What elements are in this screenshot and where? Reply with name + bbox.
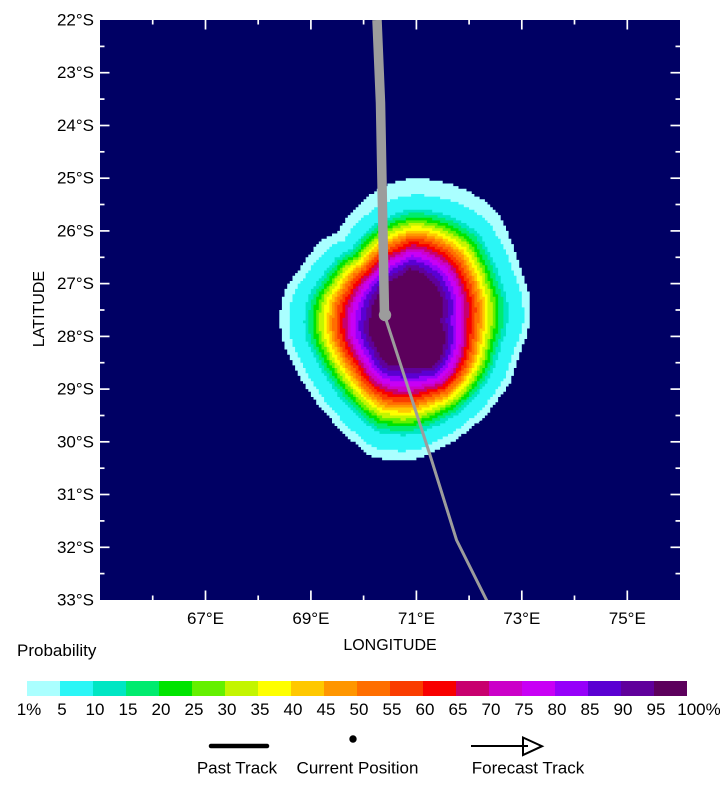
svg-text:50: 50 <box>350 700 369 719</box>
svg-text:73°E: 73°E <box>503 609 540 628</box>
svg-text:15: 15 <box>119 700 138 719</box>
svg-text:65: 65 <box>449 700 468 719</box>
svg-text:20: 20 <box>152 700 171 719</box>
svg-text:26°S: 26°S <box>57 221 94 240</box>
svg-text:30: 30 <box>218 700 237 719</box>
svg-text:28°S: 28°S <box>57 327 94 346</box>
svg-text:25: 25 <box>185 700 204 719</box>
svg-text:100%: 100% <box>677 700 720 719</box>
svg-text:Past Track: Past Track <box>197 759 278 778</box>
svg-text:71°E: 71°E <box>398 609 435 628</box>
svg-text:60: 60 <box>416 700 435 719</box>
svg-text:33°S: 33°S <box>57 591 94 610</box>
svg-text:95: 95 <box>647 700 666 719</box>
svg-text:25°S: 25°S <box>57 169 94 188</box>
svg-text:85: 85 <box>581 700 600 719</box>
svg-text:70: 70 <box>482 700 501 719</box>
svg-text:45: 45 <box>317 700 336 719</box>
svg-text:10: 10 <box>86 700 105 719</box>
svg-text:5: 5 <box>57 700 66 719</box>
svg-text:27°S: 27°S <box>57 274 94 293</box>
svg-text:24°S: 24°S <box>57 116 94 135</box>
svg-text:67°E: 67°E <box>187 609 224 628</box>
svg-text:80: 80 <box>548 700 567 719</box>
svg-text:LONGITUDE: LONGITUDE <box>343 637 436 654</box>
svg-text:1%: 1% <box>17 700 42 719</box>
svg-text:Forecast Track: Forecast Track <box>472 759 585 778</box>
svg-text:69°E: 69°E <box>292 609 329 628</box>
svg-text:55: 55 <box>383 700 402 719</box>
svg-text:35: 35 <box>251 700 270 719</box>
svg-text:90: 90 <box>614 700 633 719</box>
svg-text:75: 75 <box>515 700 534 719</box>
svg-text:23°S: 23°S <box>57 63 94 82</box>
svg-text:40: 40 <box>284 700 303 719</box>
svg-text:LATITUDE: LATITUDE <box>31 271 48 347</box>
svg-text:30°S: 30°S <box>57 432 94 451</box>
svg-text:Probability: Probability <box>17 641 97 660</box>
svg-text:32°S: 32°S <box>57 538 94 557</box>
svg-text:31°S: 31°S <box>57 485 94 504</box>
svg-text:75°E: 75°E <box>609 609 646 628</box>
svg-text:29°S: 29°S <box>57 380 94 399</box>
svg-text:Current Position: Current Position <box>297 759 419 778</box>
svg-text:22°S: 22°S <box>57 11 94 30</box>
